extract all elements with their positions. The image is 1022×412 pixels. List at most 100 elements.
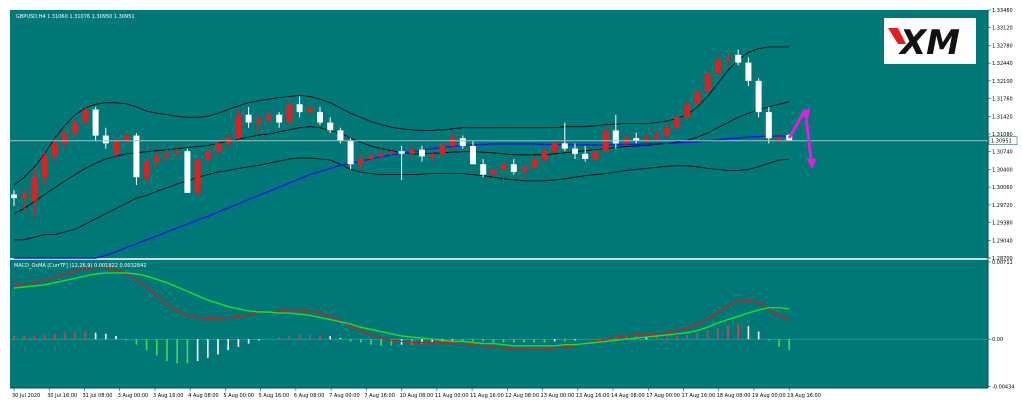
candle-body	[572, 148, 578, 154]
candle-body	[745, 62, 752, 81]
xm-logo: XM	[884, 18, 976, 64]
candle-body	[276, 114, 283, 123]
candle-body	[500, 164, 507, 170]
candle-body	[776, 138, 782, 140]
price-tick-label: 1.32100	[992, 79, 1013, 85]
candle-body	[184, 151, 191, 193]
candle-body	[317, 112, 323, 123]
time-tick-label: 31 Jul 08:00	[82, 393, 112, 399]
candle-body	[725, 57, 731, 61]
time-tick-label: 10 Aug 08:00	[400, 393, 434, 399]
candle	[663, 122, 670, 139]
candle	[541, 148, 548, 162]
time-tick-label: 4 Aug 08:00	[188, 393, 219, 399]
candle	[704, 65, 711, 94]
candle	[510, 159, 517, 175]
time-tick-label: 18 Aug 08:00	[717, 393, 751, 399]
candle-body	[347, 140, 354, 165]
candle-body	[714, 60, 721, 74]
main-panel-background	[10, 10, 988, 258]
candle-body	[510, 164, 517, 173]
time-tick-label: 3 Aug 00:00	[118, 393, 149, 399]
candle	[143, 159, 150, 183]
candle	[184, 148, 191, 193]
candle-body	[296, 104, 303, 113]
candle	[286, 99, 293, 128]
candle	[725, 52, 731, 68]
time-tick-label: 19 Aug 16:00	[787, 393, 821, 399]
macd-line	[13, 266, 790, 350]
candle-body	[72, 122, 79, 133]
price-tick-label: 1.30400	[992, 167, 1013, 173]
time-tick-label: 6 Aug 08:00	[294, 393, 325, 399]
candle	[133, 132, 140, 186]
candle	[266, 112, 272, 126]
candle-body	[419, 149, 425, 157]
candle-body	[245, 114, 252, 123]
candle	[194, 153, 201, 196]
projection-arrow-down-line	[803, 109, 813, 161]
price-tick-label: 1.31420	[992, 114, 1013, 120]
xm-logo-mark	[888, 28, 906, 44]
candle-body	[82, 109, 89, 123]
time-tick-label: 14 Aug 08:00	[611, 393, 645, 399]
time-tick-label: 12 Aug 08:00	[505, 393, 539, 399]
candle-body	[11, 194, 17, 199]
candle-body	[561, 143, 568, 149]
candle	[11, 190, 17, 206]
candle	[521, 164, 527, 178]
candle	[470, 140, 476, 165]
candle-body	[102, 135, 109, 144]
candle	[102, 127, 109, 149]
candle-body	[92, 109, 99, 136]
candle	[378, 148, 385, 160]
macd-tick-label: 0.00	[992, 337, 1003, 343]
candle	[113, 138, 119, 160]
candle-body	[368, 156, 374, 160]
candle-body	[551, 143, 558, 152]
candle	[776, 132, 782, 144]
candle-body	[755, 80, 762, 113]
time-tick-label: 17 Aug 16:00	[681, 393, 715, 399]
candle	[51, 138, 58, 162]
candle	[174, 145, 181, 160]
candle	[572, 143, 578, 160]
upper-band-line	[13, 46, 790, 186]
candle	[755, 78, 762, 118]
candle-body	[449, 138, 456, 146]
candle-body	[337, 130, 344, 141]
candle	[31, 169, 38, 217]
price-tick-label: 1.30060	[992, 185, 1013, 191]
price-tick-label: 1.29040	[992, 238, 1013, 244]
candle-body	[255, 119, 262, 123]
candle	[745, 57, 752, 87]
candle	[296, 96, 303, 118]
candle	[276, 112, 283, 128]
candle-body	[653, 135, 660, 139]
candle-body	[164, 153, 170, 157]
price-tick-label: 1.31760	[992, 97, 1013, 103]
candle	[388, 145, 395, 157]
candle-body	[31, 177, 38, 201]
candle	[255, 114, 262, 133]
candle	[439, 143, 446, 157]
candle-body	[194, 159, 201, 193]
candle	[72, 117, 79, 139]
candle	[633, 132, 640, 144]
candle-body	[408, 149, 415, 154]
price-tick-label: 1.31080	[992, 132, 1013, 138]
price-tick-label: 1.33120	[992, 26, 1013, 32]
candle-body	[41, 156, 48, 178]
candle-body	[643, 138, 650, 141]
candle	[62, 127, 68, 149]
candle-body	[663, 127, 670, 136]
candle	[164, 148, 170, 162]
macd-label: MACD_OsMA [CurrTF] (12,26,9) 0.001822 0.…	[14, 263, 147, 269]
candle	[561, 122, 568, 152]
price-tick-label: 1.29720	[992, 203, 1013, 209]
time-axis-ticks: 30 Jul 2020 30 Jul 16:00 31 Jul 08:00 3 Aug…	[12, 388, 821, 399]
candle-body	[582, 153, 589, 160]
time-tick-label: 3 Aug 16:00	[153, 393, 184, 399]
